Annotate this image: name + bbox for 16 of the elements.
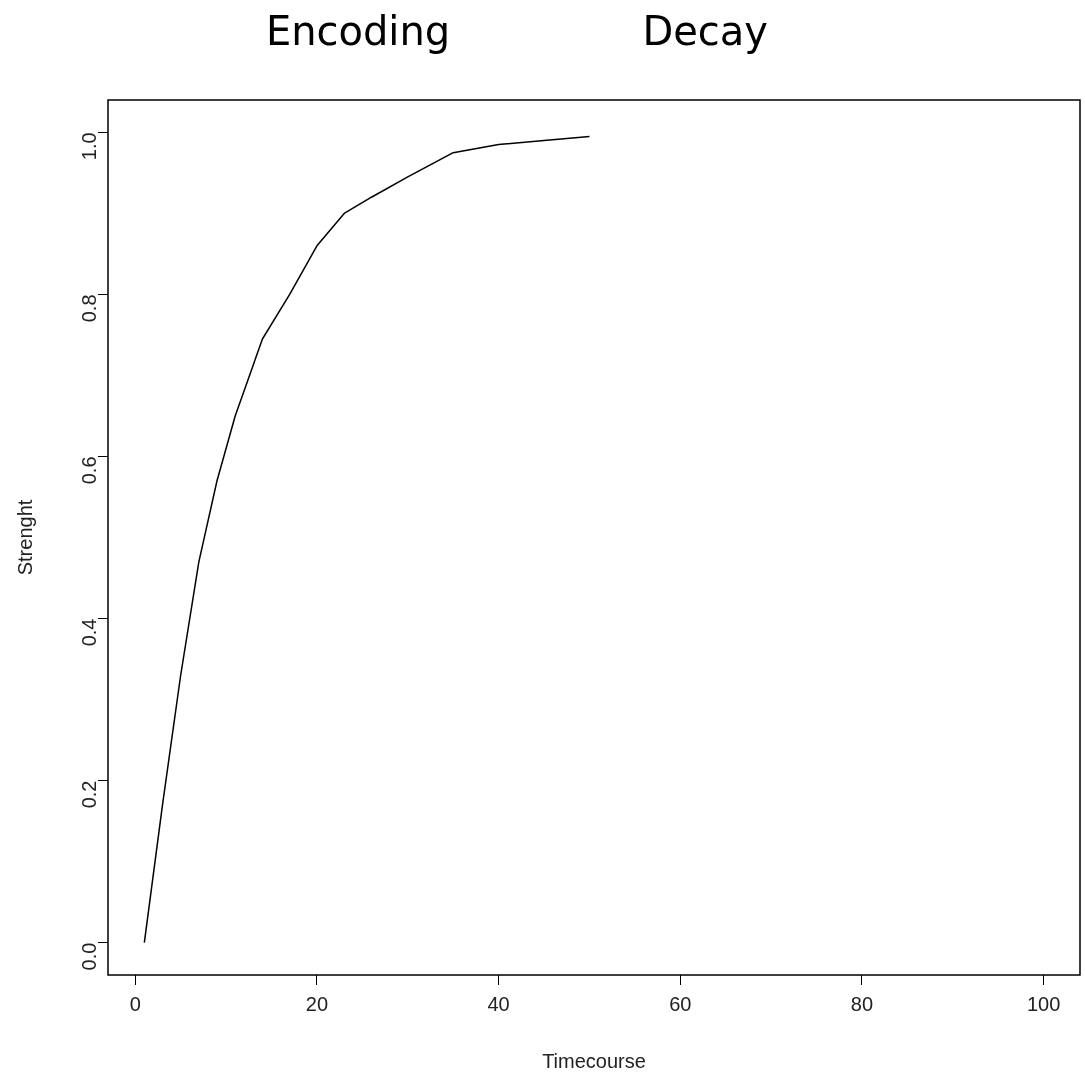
x-tick-label: 40 bbox=[487, 992, 510, 1015]
text: Encoding bbox=[265, 8, 451, 55]
y-tick-label: 1.0 bbox=[77, 132, 100, 161]
text: Decay bbox=[642, 8, 769, 55]
x-tick-label: 100 bbox=[1026, 992, 1061, 1015]
x-tick-label: 0 bbox=[129, 992, 141, 1015]
y-tick-label: 0.2 bbox=[77, 780, 100, 809]
y-tick-label: 0.8 bbox=[77, 294, 100, 323]
x-tick-label: 80 bbox=[850, 992, 874, 1015]
y-tick-label: 0.4 bbox=[77, 618, 100, 647]
x-tick-label: 20 bbox=[305, 992, 329, 1015]
y-axis-title: Strenght bbox=[13, 499, 36, 576]
y-tick-label: 0.6 bbox=[77, 456, 100, 485]
y-tick-label: 0.0 bbox=[77, 942, 100, 971]
x-tick-label: 60 bbox=[669, 992, 692, 1015]
x-axis-title: Timecourse bbox=[542, 1049, 646, 1072]
